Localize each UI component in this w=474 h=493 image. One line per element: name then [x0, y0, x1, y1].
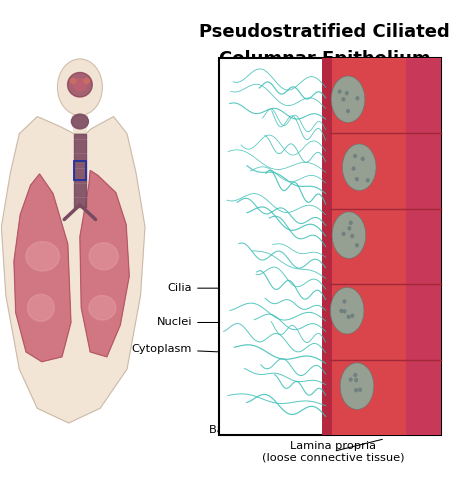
Ellipse shape	[345, 91, 349, 95]
Ellipse shape	[354, 388, 358, 392]
Polygon shape	[80, 171, 129, 357]
Bar	[406, 58, 441, 435]
Ellipse shape	[89, 243, 118, 270]
Ellipse shape	[342, 299, 346, 304]
Ellipse shape	[330, 287, 364, 334]
Ellipse shape	[84, 78, 89, 83]
Ellipse shape	[346, 109, 350, 113]
Ellipse shape	[347, 226, 351, 231]
Text: Nuclei: Nuclei	[156, 317, 297, 327]
Ellipse shape	[332, 212, 366, 258]
Ellipse shape	[57, 59, 102, 115]
Text: Columnar Epithelium: Columnar Epithelium	[219, 50, 430, 68]
Ellipse shape	[68, 72, 92, 97]
Ellipse shape	[339, 309, 343, 313]
Ellipse shape	[346, 315, 351, 319]
Ellipse shape	[343, 309, 346, 314]
Polygon shape	[72, 115, 88, 134]
Ellipse shape	[340, 363, 374, 410]
Ellipse shape	[349, 377, 353, 382]
Ellipse shape	[72, 114, 89, 129]
Ellipse shape	[331, 76, 365, 123]
Ellipse shape	[342, 144, 376, 190]
Ellipse shape	[356, 96, 359, 101]
Ellipse shape	[27, 294, 55, 321]
Ellipse shape	[349, 220, 353, 225]
Ellipse shape	[350, 314, 355, 318]
Ellipse shape	[353, 373, 357, 377]
Ellipse shape	[355, 177, 359, 181]
Ellipse shape	[354, 378, 358, 383]
Bar	[322, 58, 332, 435]
Ellipse shape	[352, 166, 356, 171]
Ellipse shape	[337, 89, 342, 94]
Text: Cilia: Cilia	[168, 283, 252, 293]
Ellipse shape	[342, 232, 346, 236]
Text: Lamina propria
(loose connective tissue): Lamina propria (loose connective tissue)	[262, 439, 405, 462]
Bar	[219, 58, 441, 435]
Ellipse shape	[350, 234, 354, 238]
Ellipse shape	[361, 157, 365, 161]
Ellipse shape	[341, 97, 346, 102]
Bar	[330, 58, 441, 435]
Ellipse shape	[89, 295, 116, 320]
Text: Cytoplasm: Cytoplasm	[132, 345, 274, 354]
Polygon shape	[1, 116, 145, 423]
Ellipse shape	[73, 78, 87, 91]
Ellipse shape	[26, 242, 60, 271]
Ellipse shape	[355, 243, 359, 247]
Text: Pseudostratified Ciliated: Pseudostratified Ciliated	[199, 23, 450, 41]
Ellipse shape	[353, 154, 357, 158]
Ellipse shape	[366, 178, 370, 182]
Ellipse shape	[71, 78, 76, 83]
Polygon shape	[14, 174, 71, 362]
Ellipse shape	[358, 387, 362, 392]
Text: Basement membrane: Basement membrane	[209, 420, 332, 435]
Bar	[73, 161, 86, 180]
